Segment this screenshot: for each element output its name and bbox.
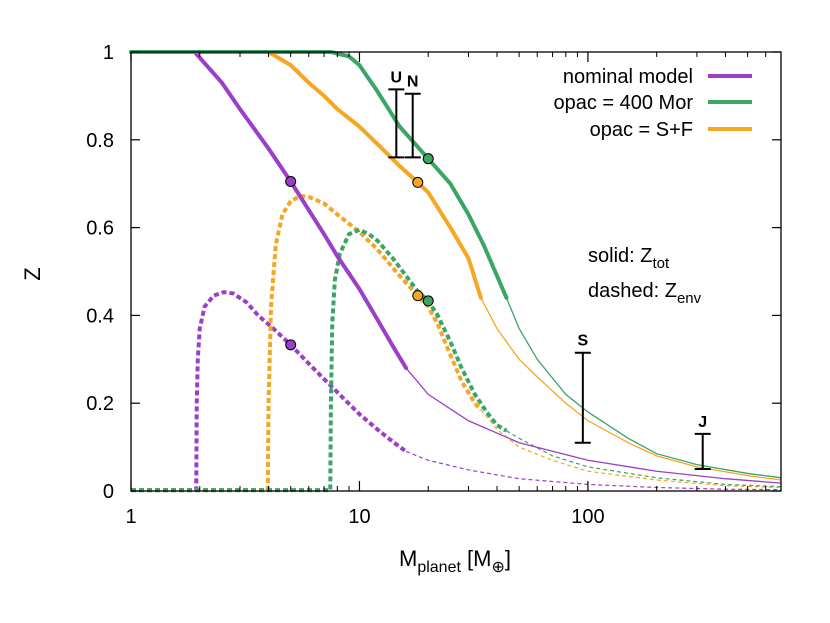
ytick-label-3: 0.6 xyxy=(86,218,114,240)
legend-label-2: opac = S+F xyxy=(590,119,693,141)
y-axis-label: Z xyxy=(20,267,45,280)
legend: nominal model opac = 400 Mor opac = S+F xyxy=(553,66,752,141)
marker-series-0-0 xyxy=(285,176,297,188)
ytick-label-0: 0 xyxy=(103,481,114,503)
legend-label-0: nominal model xyxy=(563,66,693,88)
note-dashed: dashed: Zenv xyxy=(588,280,702,307)
zenv-thick-series-2 xyxy=(131,193,483,493)
zenv-thin-series-0 xyxy=(405,450,782,491)
marker-series-2-1 xyxy=(412,290,424,302)
ztot-thick-series-0 xyxy=(129,50,409,371)
ytick-label-2: 0.4 xyxy=(86,305,114,327)
planet-label-S: S xyxy=(578,333,589,350)
xtick-label-0: 1 xyxy=(125,506,136,528)
marker-layer xyxy=(285,153,434,351)
zenv-thin-series-2 xyxy=(480,409,782,489)
ztot-thin-series-2 xyxy=(480,297,782,481)
curves-layer xyxy=(129,50,782,493)
zenv-thick-series-0 xyxy=(131,290,408,493)
ztot-thick-series-2 xyxy=(129,50,483,300)
xtick-label-1: 10 xyxy=(348,506,370,528)
xtick-label-2: 100 xyxy=(571,506,604,528)
planet-label-N: N xyxy=(407,74,419,91)
ytick-label-1: 0.2 xyxy=(86,393,114,415)
plot-frame xyxy=(130,51,782,492)
note-solid: solid: Ztot xyxy=(588,245,670,272)
ztot-thin-series-1 xyxy=(505,297,782,479)
zenv-thick-series-1 xyxy=(131,227,508,493)
axis-ticks: 0 0.2 0.4 0.6 0.8 1 1 10 100 xyxy=(86,42,782,528)
marker-series-2-0 xyxy=(412,176,424,188)
marker-series-0-1 xyxy=(285,339,297,351)
ztot-thin-series-0 xyxy=(405,367,782,484)
planet-label-U: U xyxy=(391,69,403,86)
marker-series-1-0 xyxy=(422,153,434,165)
ytick-label-5: 1 xyxy=(103,42,114,64)
planet-label-J: J xyxy=(698,414,707,431)
zenv-thin-series-1 xyxy=(506,430,782,488)
marker-series-1-1 xyxy=(422,295,434,307)
planet-error-bars: U N S J xyxy=(388,69,711,471)
x-axis-label: Mplanet [M⊕] xyxy=(399,546,511,576)
legend-label-1: opac = 400 Mor xyxy=(553,92,693,114)
ytick-label-4: 0.8 xyxy=(86,130,114,152)
ztot-thick-series-1 xyxy=(129,50,509,300)
